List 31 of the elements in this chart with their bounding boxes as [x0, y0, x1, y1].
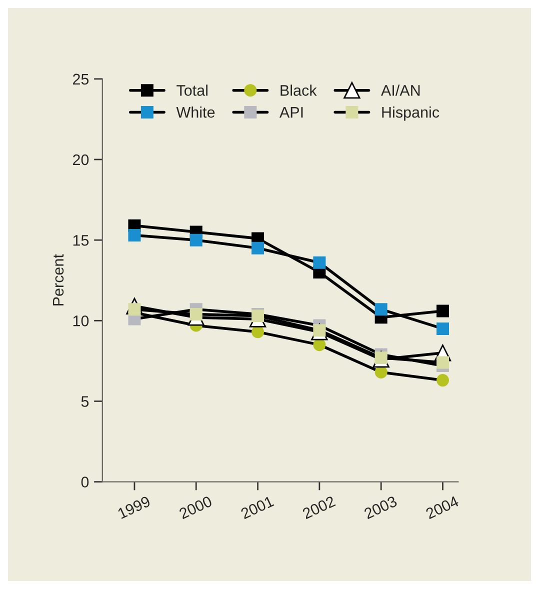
point [436, 322, 449, 335]
legend-label: Black [280, 84, 317, 96]
x-tick-label: 2001 [240, 496, 274, 520]
y-axis-title: Percent [52, 254, 64, 306]
point [128, 228, 141, 242]
point [190, 234, 202, 246]
x-tick-label: 2003 [364, 496, 398, 520]
y-tick-label: 15 [73, 235, 89, 246]
point [252, 242, 264, 254]
point [252, 326, 264, 338]
y-tick-label: 25 [72, 74, 89, 85]
legend-label: Hispanic [382, 106, 440, 121]
point [436, 356, 449, 369]
point [374, 303, 388, 316]
y-tick-label: 20 [72, 154, 89, 166]
point [436, 374, 449, 387]
point [313, 256, 326, 269]
y-tick-label: 0 [81, 476, 89, 488]
x-tick-label: 2004 [425, 496, 460, 520]
point [190, 308, 202, 320]
x-tick-label: 2002 [302, 496, 336, 520]
x-tick-label: 2000 [178, 496, 213, 520]
legend-label: AI/AN [381, 84, 420, 96]
point [436, 304, 449, 318]
legend-label: Total [176, 84, 208, 96]
legend-label: API [279, 107, 303, 118]
legend-label: White [176, 106, 215, 118]
point [313, 338, 326, 352]
y-tick-label: 10 [73, 316, 89, 326]
x-tick-label: 1999 [117, 496, 151, 520]
y-tick-label: 5 [81, 396, 89, 407]
